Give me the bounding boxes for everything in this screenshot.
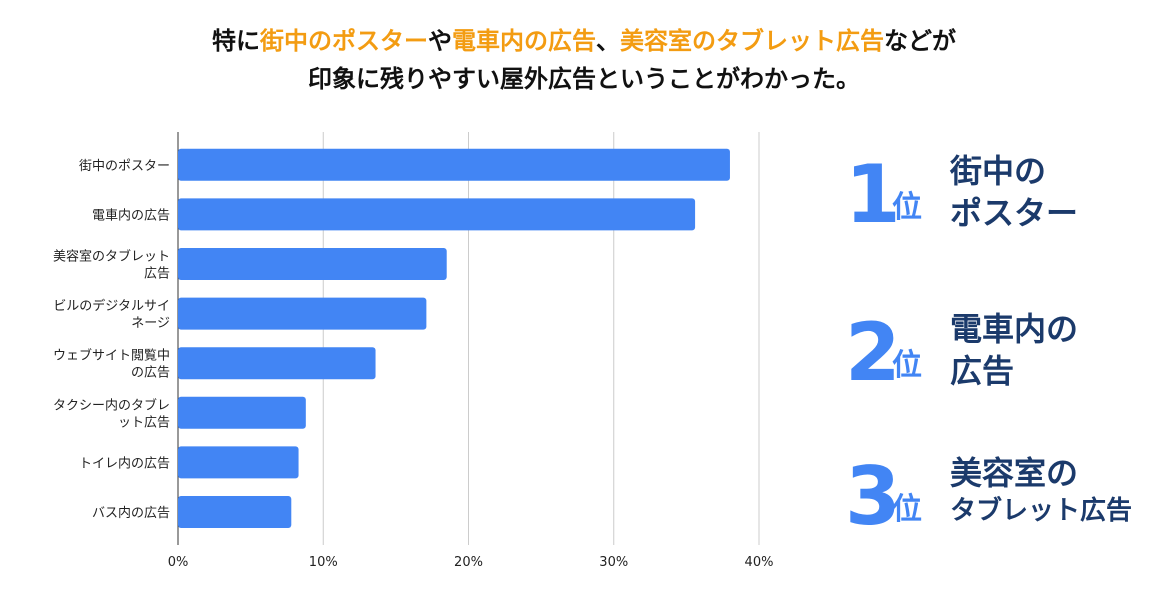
category-label: ット広告: [118, 415, 170, 430]
bar: [178, 496, 292, 528]
rank-3-label-line2: タブレット広告: [950, 496, 1133, 526]
category-label: 街中のポスター: [79, 159, 170, 174]
rank-3-label: 美容室の タブレット広告: [950, 452, 1150, 528]
bar: [178, 248, 447, 280]
category-label: バス内の広告: [92, 505, 170, 521]
bar-chart: 0% 10% 20% 30% 40% 街中のポスター電車内の広告美容室のタブレット広告ビル…: [53, 132, 774, 570]
headline-segment: 美容室のタブレット広告: [620, 27, 884, 55]
category-label: 電車内の広告: [92, 207, 170, 223]
bar: [178, 446, 299, 479]
rank-2-suffix: 位: [892, 348, 922, 383]
headline-segment: や: [428, 27, 452, 55]
bar: [178, 396, 306, 429]
headline-segment: 電車内の広告: [452, 27, 596, 55]
category-label: トイレ内の広告: [79, 455, 170, 471]
headline-segment: 特に: [212, 27, 260, 55]
headline-line2: 印象に残りやすい屋外広告ということがわかった。: [308, 65, 860, 93]
headline-segment: 、: [596, 27, 620, 55]
bar: [178, 198, 696, 231]
headline-segment: などが: [884, 27, 956, 55]
rank-1-label-line2: ポスター: [950, 194, 1079, 232]
headline-line1: 特に街中のポスターや電車内の広告、美容室のタブレット広告などが: [0, 22, 1168, 60]
rank-2: 2 位 電車内の 広告: [845, 308, 1145, 398]
rank-1-label: 街中の ポスター: [950, 150, 1150, 234]
rank-3: 3 位 美容室の タブレット広告: [845, 452, 1145, 542]
x-tick-label: 0%: [168, 555, 189, 570]
category-label: ウェブサイト閲覧中: [53, 348, 170, 364]
bar: [178, 347, 376, 380]
rank-3-suffix: 位: [892, 492, 922, 527]
rank-1-suffix: 位: [892, 190, 922, 225]
rank-2-label-line2: 広告: [950, 352, 1015, 390]
headline: 特に街中のポスターや電車内の広告、美容室のタブレット広告などが 印象に残りやすい…: [0, 22, 1168, 98]
category-label: の広告: [131, 366, 170, 381]
rank-1-label-line1: 街中の: [950, 152, 1047, 190]
rank-3-number: 3: [845, 450, 901, 543]
category-label: タクシー内のタブレ: [53, 397, 170, 413]
x-tick-label: 10%: [309, 555, 338, 570]
x-tick-label: 20%: [454, 555, 483, 570]
x-tick-label: 40%: [745, 555, 774, 570]
headline-segment: 街中のポスター: [260, 27, 428, 55]
category-label: 広告: [144, 267, 170, 282]
bar: [178, 297, 427, 330]
rank-2-label-line1: 電車内の: [950, 310, 1079, 348]
category-label: ネージ: [131, 316, 170, 331]
rank-1-number: 1: [845, 148, 901, 241]
category-label: 美容室のタブレット: [53, 249, 170, 265]
rank-2-number: 2: [845, 306, 901, 399]
x-tick-label: 30%: [599, 555, 628, 570]
bar: [178, 148, 730, 181]
rank-2-label: 電車内の 広告: [950, 308, 1150, 392]
category-label: ビルのデジタルサイ: [53, 298, 170, 314]
rank-3-label-line1: 美容室の: [950, 454, 1079, 492]
rank-1: 1 位 街中の ポスター: [845, 150, 1145, 240]
